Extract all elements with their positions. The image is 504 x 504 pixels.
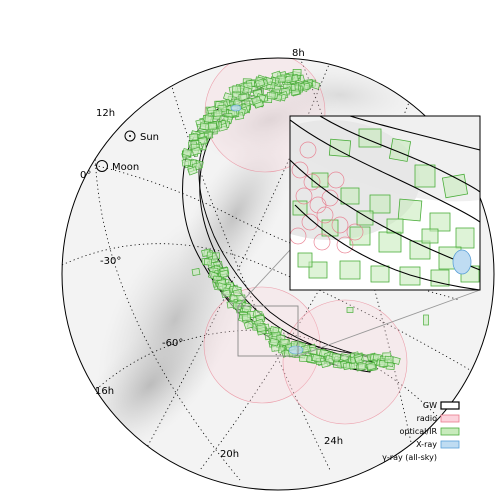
inset-optical-tile (421, 228, 439, 244)
legend: GW radio optical/IR X-ray γ-ray (all-sky… (382, 401, 460, 462)
optical-tile (254, 78, 266, 88)
optical-tile (188, 133, 199, 141)
legend-swatch-optical (440, 427, 460, 436)
dec-label-60: -60° (162, 338, 183, 349)
inset-optical-tile (455, 227, 475, 249)
moon-label: Moon (112, 162, 139, 173)
moon-icon (96, 160, 108, 172)
inset-optical-tile (378, 231, 402, 253)
dec-label-0: 0° (80, 170, 91, 181)
inset-optical-tile (356, 210, 374, 226)
inset-optical-tile (308, 261, 328, 279)
dec-label-30: -30° (100, 256, 121, 267)
inset-optical-tile (358, 128, 382, 148)
optical-tile (346, 307, 354, 313)
legend-label-gw: GW (423, 401, 437, 410)
inset-optical-tile (409, 240, 431, 260)
optical-tile (211, 252, 221, 260)
optical-tile (366, 361, 377, 371)
ra-label-16h: 16h (95, 386, 114, 397)
legend-swatch-radio (440, 414, 460, 423)
xray-fields (230, 104, 304, 355)
optical-tile (191, 268, 201, 276)
legend-label-gamma: γ-ray (all-sky) (382, 453, 437, 462)
optical-tile (251, 95, 262, 105)
optical-tile (181, 158, 192, 167)
optical-tile (241, 313, 251, 321)
inset-optical-tile (429, 212, 451, 232)
optical-tile (384, 355, 394, 364)
optical-tile (256, 324, 267, 333)
inset-optical-tile (292, 200, 308, 216)
ra-label-24h: 24h (324, 436, 343, 447)
optical-tile (219, 269, 230, 279)
inset-optical-tile (397, 198, 423, 222)
inset-optical-tile (399, 266, 421, 286)
inset-connectors (237, 249, 481, 357)
inset-optical-tile (339, 260, 361, 280)
inset-panel (289, 115, 481, 291)
inset-optical-tile (297, 252, 313, 268)
ra-label-12h: 12h (96, 108, 115, 119)
optical-tile (232, 85, 242, 93)
legend-label-optical: optical/IR (400, 427, 438, 436)
optical-tiles (181, 69, 429, 372)
legend-swatch-gw (440, 401, 460, 410)
optical-tile (203, 258, 213, 266)
inset-optical-tile (386, 218, 404, 234)
inset-optical-tile (370, 265, 390, 283)
inset-optical-tile (321, 219, 339, 237)
sun-label: Sun (140, 132, 159, 143)
inset-optical-tile (328, 138, 352, 158)
optical-tile (187, 166, 198, 176)
optical-tile (204, 115, 214, 123)
inset-optical-tile (430, 269, 450, 287)
sun-marker: Sun (124, 130, 159, 143)
legend-label-xray: X-ray (416, 440, 437, 449)
graticule (62, 58, 471, 485)
optical-tile (423, 314, 429, 326)
optical-tile (266, 92, 276, 100)
legend-swatch-gamma (440, 453, 460, 462)
ra-label-20h: 20h (220, 449, 239, 460)
optical-tile (182, 148, 193, 157)
optical-tile (357, 362, 367, 370)
optical-tile (331, 353, 341, 361)
inset-optical-tile (349, 226, 371, 246)
legend-label-radio: radio (417, 414, 437, 423)
inset-optical-tile (340, 187, 360, 205)
optical-tile (191, 146, 202, 156)
optical-tile (213, 109, 223, 117)
ra-label-8h: 8h (292, 48, 305, 59)
optical-tile (269, 337, 280, 347)
sun-icon (124, 130, 136, 142)
inset-optical-tile (414, 164, 436, 188)
optical-tile (220, 289, 231, 299)
optical-tile (279, 338, 289, 346)
optical-tile (243, 320, 255, 330)
moon-marker: Moon (96, 160, 139, 173)
globe-outline (61, 57, 495, 491)
optical-tile (311, 354, 322, 363)
optical-tile (199, 122, 210, 131)
optical-tile (207, 122, 217, 130)
inset-optical-tile (369, 194, 391, 214)
legend-swatch-xray (440, 440, 460, 449)
